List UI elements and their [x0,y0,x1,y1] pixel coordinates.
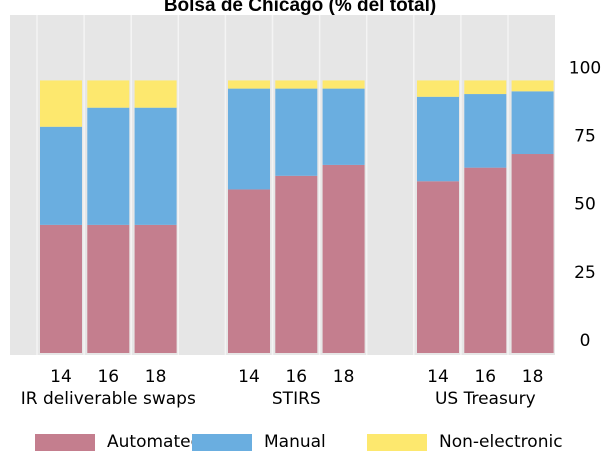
bar-segment [40,224,82,353]
bar-segment [134,107,177,225]
bar-segment [511,80,554,92]
x-tick-label: 14 [50,367,72,387]
x-tick-label: 14 [238,367,260,387]
bar-segment [40,80,82,127]
legend-swatch [35,434,95,451]
bar-segment [511,91,554,155]
x-tick-label: 18 [145,367,167,387]
legend-swatch [192,434,252,451]
bar-segment [87,80,130,108]
x-tick-label: 16 [97,367,119,387]
bar-segment [228,80,270,89]
legend-swatch [367,434,427,451]
legend-label: Automated [107,432,201,451]
chart-title: Bolsa de Chicago (% del total) [164,0,436,16]
group-label: STIRS [272,389,321,409]
bar-segment [87,107,130,225]
y-tick-label: 50 [574,195,596,215]
bar-segment [322,164,365,353]
x-tick-label: 16 [474,367,496,387]
bar-segment [511,154,554,353]
bar-segment [134,224,177,353]
bar-segment [87,224,130,353]
bar-segment [275,80,318,89]
bar-segment [464,94,507,168]
bar-segment [275,88,318,176]
bar-segment [464,80,507,95]
legend-label: Manual [264,432,326,451]
bar-segment [275,175,318,353]
y-tick-label: 100 [569,58,601,78]
bar-segment [228,88,270,190]
bar-segment [134,80,177,108]
x-tick-label: 16 [285,367,307,387]
bar-segment [417,96,459,182]
x-tick-label: 18 [333,367,355,387]
bar-segment [228,189,270,353]
bar-segment [417,181,459,353]
group-label: US Treasury [435,389,536,409]
bar-segment [322,88,365,165]
y-tick-label: 0 [580,331,591,351]
bar-segment [322,80,365,89]
bar-segment [40,126,82,225]
x-tick-label: 18 [522,367,544,387]
x-tick-label: 14 [427,367,449,387]
y-tick-label: 75 [574,127,596,147]
legend-label: Non-electronic [439,432,563,451]
y-tick-label: 25 [574,263,596,283]
bar-segment [464,167,507,353]
group-label: IR deliverable swaps [21,389,196,409]
bar-segment [417,80,459,97]
